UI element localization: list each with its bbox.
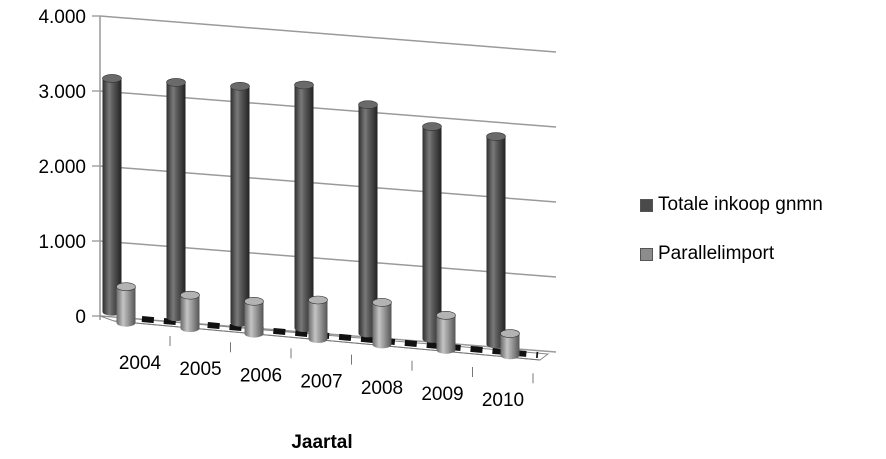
- bar-2006-series-2-top: [244, 297, 264, 306]
- bar-2006-series-2: [244, 297, 264, 338]
- bar-2008-series-2-top: [372, 298, 392, 307]
- x-tick-label: 2010: [482, 390, 524, 411]
- bar-2005-series-1-top: [166, 78, 186, 87]
- bar-2008-series-2-base: [372, 340, 392, 349]
- y-tick-label: 4.000: [38, 7, 86, 28]
- x-tick-label: 2004: [119, 353, 162, 374]
- bar-2005-series-2-body: [180, 295, 200, 329]
- bar-2007-series-1-body: [294, 85, 314, 328]
- bar-2004-series-1-top: [102, 74, 122, 83]
- bar-2009-series-2-body: [436, 315, 456, 350]
- bar-2006-series-1-body: [230, 86, 250, 323]
- bar-2008-series-1: [358, 100, 378, 338]
- x-tick-label: 2006: [240, 365, 282, 386]
- bar-2004-series-1: [102, 74, 122, 316]
- bar-2004-series-1-body: [102, 78, 122, 312]
- y-tick-label: 1.000: [38, 232, 86, 253]
- bar-2010-series-2: [500, 329, 520, 360]
- bar-2006-series-2-body: [244, 301, 264, 334]
- bar-2009-series-2-base: [436, 345, 456, 354]
- bar-2009-series-2: [436, 311, 456, 354]
- bar-2007-series-2-base: [308, 335, 328, 343]
- bar-2010-series-2-body: [500, 333, 520, 356]
- bar-2010-series-2-top: [500, 329, 520, 338]
- legend-swatch-series-2: [640, 247, 653, 261]
- bar-2010-series-1: [486, 132, 506, 349]
- legend-label-series-1: Totale inkoop gnmn: [658, 194, 823, 215]
- y-tick-label: 0: [75, 307, 86, 328]
- bar-2007-series-1-top: [294, 80, 314, 90]
- x-tick-label: 2007: [300, 372, 342, 393]
- bar-2006-series-2-base: [244, 329, 264, 338]
- bar-2010-series-1-top: [486, 132, 506, 141]
- x-tick-label: 2008: [361, 378, 403, 399]
- legend-swatch-series-1: [640, 198, 653, 212]
- bar-2005-series-2: [180, 290, 200, 333]
- bar-2005-series-2-top: [180, 290, 200, 300]
- bar-2004-series-2-base: [116, 318, 136, 327]
- bar-2004-series-2: [116, 282, 136, 327]
- bar-2009-series-1-top: [422, 122, 442, 131]
- bar-2009-series-2-top: [436, 311, 456, 320]
- bar-2006-series-1: [230, 82, 250, 327]
- y-tick-label: 3.000: [38, 82, 86, 103]
- labels-layer: 0 1.000 2.000 3.000 4.000 2004 2005 2006 2007 200…: [38, 7, 534, 411]
- legend-item-series-2: Parallelimport: [640, 239, 823, 269]
- x-axis-title: Jaartal: [291, 432, 352, 453]
- x-tick-label: 2009: [421, 384, 463, 405]
- bar-2010-series-1-body: [486, 136, 506, 345]
- bar-2005-series-2-base: [180, 324, 200, 333]
- legend: Totale inkoop gnmn Parallelimport: [640, 190, 823, 288]
- bar-2008-series-2-body: [372, 302, 392, 345]
- bar-2009-series-1-body: [422, 126, 442, 339]
- legend-item-series-1: Totale inkoop gnmn: [640, 190, 823, 220]
- bar-2007-series-1: [294, 80, 314, 332]
- bar-2008-series-2: [372, 298, 392, 349]
- bar-2007-series-2-body: [308, 300, 328, 339]
- bar-2005-series-1-body: [166, 82, 186, 318]
- bar-2008-series-1-top: [358, 100, 378, 109]
- bar-2004-series-2-body: [116, 286, 136, 323]
- y-tick-label: 2.000: [38, 157, 86, 178]
- bar-2007-series-2: [308, 295, 328, 343]
- bar-2005-series-1: [166, 78, 186, 322]
- bar-2007-series-2-top: [308, 295, 328, 305]
- bar-2004-series-2-top: [116, 282, 136, 292]
- bars-layer: [102, 74, 520, 360]
- bar-2006-series-1-top: [230, 82, 250, 91]
- bar-2010-series-2-base: [500, 351, 520, 360]
- x-tick-label: 2005: [179, 359, 221, 380]
- legend-label-series-2: Parallelimport: [658, 243, 775, 264]
- gridline: [99, 15, 557, 53]
- bar-2008-series-1-body: [358, 104, 378, 334]
- bar-2009-series-1: [422, 122, 442, 343]
